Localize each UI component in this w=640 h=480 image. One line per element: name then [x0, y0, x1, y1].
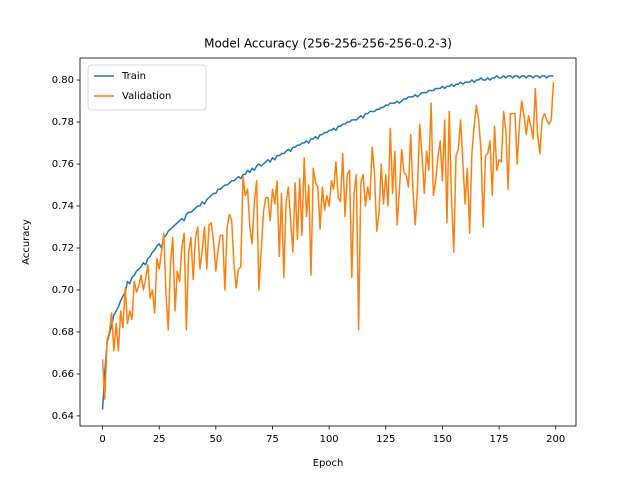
x-tick-label: 125 — [376, 434, 395, 445]
x-axis-label: Epoch — [313, 458, 344, 469]
y-tick-label: 0.72 — [52, 243, 74, 254]
y-tick-label: 0.76 — [52, 159, 74, 170]
y-tick-label: 0.74 — [52, 201, 74, 212]
x-tick-label: 100 — [320, 434, 339, 445]
x-tick-label: 200 — [546, 434, 565, 445]
legend-label: Validation — [122, 91, 171, 102]
x-tick-label: 150 — [433, 434, 452, 445]
y-axis-label: Accuracy — [21, 219, 32, 265]
y-tick-label: 0.80 — [52, 75, 74, 86]
x-tick-label: 75 — [266, 434, 279, 445]
legend: Train Validation — [87, 64, 207, 111]
x-tick-label: 50 — [209, 434, 222, 445]
line-series — [101, 82, 555, 400]
y-tick-label: 0.78 — [52, 117, 74, 128]
legend-box — [87, 64, 207, 111]
x-tick-label: 175 — [490, 434, 509, 445]
y-tick-label: 0.64 — [52, 411, 74, 422]
x-tick-label: 0 — [99, 434, 105, 445]
x-tick-label: 25 — [153, 434, 166, 445]
chart-title: Model Accuracy (256-256-256-256-0.2-3) — [204, 37, 452, 51]
y-tick-label: 0.70 — [52, 285, 74, 296]
legend-label: Train — [121, 71, 146, 82]
y-tick-label: 0.66 — [52, 369, 74, 380]
line-series — [101, 75, 554, 410]
y-tick-label: 0.68 — [52, 327, 74, 338]
axes-frame — [79, 57, 577, 427]
